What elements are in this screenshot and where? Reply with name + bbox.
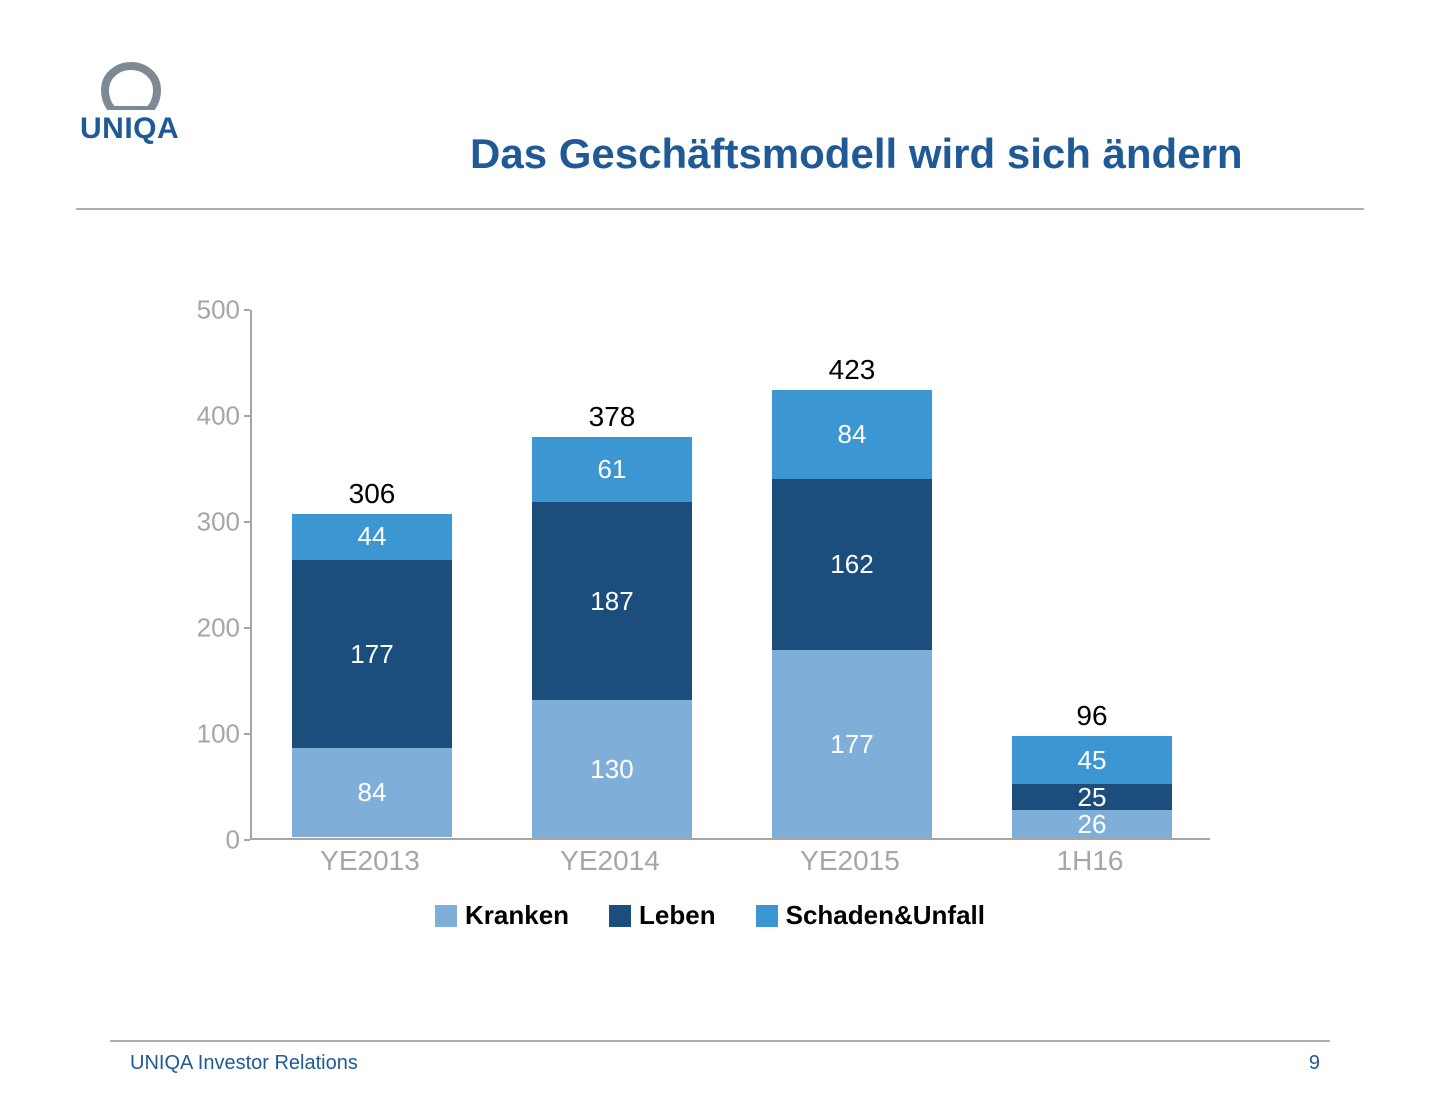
- x-category-label: 1H16: [1010, 845, 1170, 877]
- header: UNIQA Das Geschäftsmodell wird sich ände…: [0, 0, 1440, 210]
- bar-segment-leben: 162: [772, 479, 932, 651]
- y-tick-mark: [244, 309, 250, 311]
- bar-total-label: 423: [772, 354, 932, 386]
- y-tick-mark: [244, 839, 250, 841]
- bar-group: 61187130378: [532, 437, 692, 838]
- y-tick-label: 300: [180, 507, 240, 538]
- bar-group: 4417784306: [292, 514, 452, 838]
- bar-segment-schaden_unfall: 44: [292, 514, 452, 561]
- y-tick-label: 0: [180, 825, 240, 856]
- bar-group: 45252696: [1012, 736, 1172, 838]
- brand-logo: UNIQA: [80, 60, 179, 146]
- legend-item-kranken: Kranken: [435, 900, 569, 931]
- plot-area: 4417784306611871303788416217742345252696: [250, 310, 1210, 840]
- legend-label: Schaden&Unfall: [786, 900, 985, 931]
- y-tick-label: 400: [180, 401, 240, 432]
- legend-label: Kranken: [465, 900, 569, 931]
- brand-name: UNIQA: [80, 112, 179, 146]
- y-tick-label: 200: [180, 613, 240, 644]
- bar-segment-kranken: 177: [772, 650, 932, 838]
- bar-segment-kranken: 84: [292, 748, 452, 837]
- footer-divider: [110, 1040, 1330, 1042]
- bar-segment-kranken: 26: [1012, 810, 1172, 838]
- legend-item-leben: Leben: [609, 900, 716, 931]
- bar-total-label: 96: [1012, 700, 1172, 732]
- bar-segment-leben: 25: [1012, 784, 1172, 811]
- y-tick-label: 100: [180, 719, 240, 750]
- bar-segment-schaden_unfall: 84: [772, 390, 932, 479]
- bar-group: 84162177423: [772, 390, 932, 838]
- x-category-label: YE2015: [770, 845, 930, 877]
- y-tick-mark: [244, 521, 250, 523]
- legend-label: Leben: [639, 900, 716, 931]
- bar-segment-schaden_unfall: 61: [532, 437, 692, 502]
- legend-item-schaden_unfall: Schaden&Unfall: [756, 900, 985, 931]
- bar-total-label: 378: [532, 401, 692, 433]
- header-divider: [76, 208, 1364, 210]
- bar-segment-schaden_unfall: 45: [1012, 736, 1172, 784]
- bar-segment-leben: 187: [532, 502, 692, 700]
- x-category-label: YE2014: [530, 845, 690, 877]
- y-tick-mark: [244, 733, 250, 735]
- bar-segment-leben: 177: [292, 560, 452, 748]
- legend-swatch: [435, 905, 457, 927]
- footer-text: UNIQA Investor Relations: [130, 1052, 358, 1075]
- x-category-label: YE2013: [290, 845, 450, 877]
- y-tick-mark: [244, 627, 250, 629]
- slide-title: Das Geschäftsmodell wird sich ändern: [470, 130, 1243, 178]
- page-number: 9: [1309, 1052, 1320, 1075]
- legend-swatch: [609, 905, 631, 927]
- bar-segment-kranken: 130: [532, 700, 692, 838]
- legend-swatch: [756, 905, 778, 927]
- bar-total-label: 306: [292, 478, 452, 510]
- y-tick-mark: [244, 415, 250, 417]
- chart: 4417784306611871303788416217742345252696…: [180, 300, 1240, 910]
- legend: Kranken Leben Schaden&Unfall: [180, 900, 1240, 931]
- uniqa-ring-icon: [95, 60, 165, 110]
- y-tick-label: 500: [180, 295, 240, 326]
